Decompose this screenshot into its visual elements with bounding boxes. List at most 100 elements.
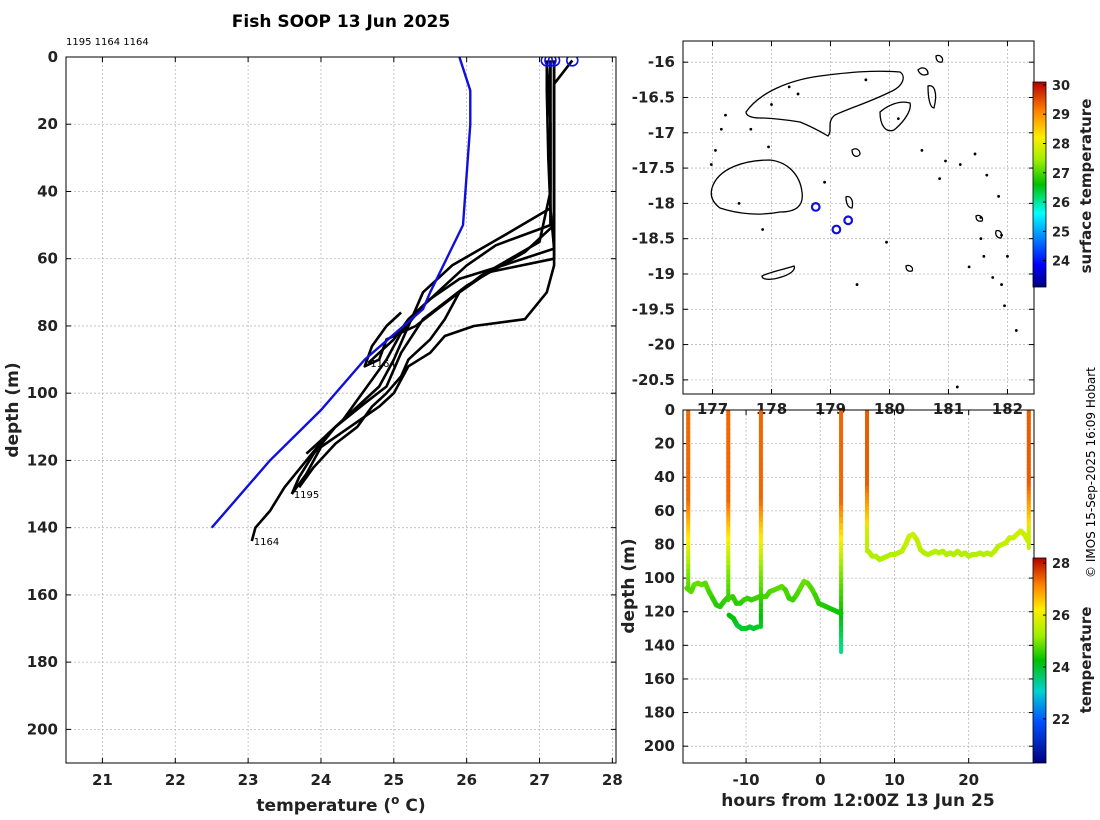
- islet-1: [851, 148, 861, 157]
- reef-dot: [714, 149, 717, 152]
- profile-x-tick-label: 27: [529, 771, 550, 789]
- reef-dot: [767, 145, 770, 149]
- reef-dot: [1000, 283, 1003, 286]
- reef-dot: [896, 117, 900, 121]
- colorbar-tick-label: 26: [1052, 609, 1070, 624]
- profile-line: [250, 60, 552, 542]
- reference-profile-line: [210, 57, 472, 529]
- profile-y-tick-label: 20: [37, 115, 58, 133]
- reef-dot: [997, 194, 1001, 198]
- profile-x-tick-label: 26: [456, 771, 477, 789]
- profile-x-axis-label: temperature (o C): [256, 793, 425, 816]
- surface-temperature-colorbar-ticks: 24 25 26 27 28 29 30: [1043, 79, 1070, 270]
- map-y-tick-label: -18: [648, 194, 675, 212]
- section-axes-frame: [682, 409, 1035, 764]
- profile-axes-frame: [65, 56, 617, 764]
- reef-dot: [737, 201, 741, 205]
- map-x-tick-label: 177: [697, 400, 728, 418]
- islet-8: [995, 229, 1003, 239]
- profile-y-tick-label: 200: [27, 720, 58, 738]
- reef-dot: [885, 240, 888, 244]
- section-x-tick-label: -10: [733, 771, 760, 789]
- surface-marker: [565, 57, 579, 67]
- profile-y-tick-label: 120: [27, 451, 58, 469]
- section-y-tick-label: 0: [665, 401, 675, 419]
- section-y-tick-label: 180: [644, 704, 675, 722]
- reef-dot: [982, 254, 986, 258]
- reef-dot: [719, 127, 723, 131]
- cast-id-label: 1195: [294, 490, 319, 501]
- map-grid: [683, 41, 1034, 394]
- reef-dot: [1000, 233, 1003, 237]
- profile-y-tick-label: 100: [27, 384, 58, 402]
- profile-y-tick-label: 140: [27, 519, 58, 537]
- section-y-tick-label: 20: [654, 435, 675, 453]
- trace-segment: [750, 624, 761, 632]
- credit-text: © IMOS 15-Sep-2025 16:09 Hobart: [1084, 367, 1098, 578]
- trace-segment: [753, 594, 762, 601]
- cast-id-label: 1164: [254, 537, 279, 548]
- map-x-tick-label: 180: [874, 400, 905, 418]
- reef-dot: [1014, 329, 1018, 332]
- reef-dot: [864, 78, 868, 82]
- reef-dot: [1006, 254, 1009, 258]
- map-y-tick-label: -20.5: [632, 371, 675, 389]
- islet-2: [845, 195, 854, 209]
- map-y-tick-label: -17.5: [632, 159, 675, 177]
- reef-dot: [985, 173, 989, 177]
- trace-segment: [721, 595, 730, 605]
- map-y-tick-label: -17: [648, 124, 675, 142]
- section-y-tick-label: 200: [644, 737, 675, 755]
- colorbar-tick-label: 26: [1052, 196, 1070, 211]
- reef-dot: [1003, 304, 1006, 308]
- reef-dot: [920, 149, 924, 152]
- reef-dot: [955, 385, 959, 389]
- reef-dot: [709, 163, 713, 166]
- reef-dot: [979, 237, 983, 241]
- section-x-tick-label: 20: [958, 771, 979, 789]
- reef-dot: [979, 216, 983, 219]
- profile-y-tick-label: 180: [27, 653, 58, 671]
- map-y-tick-label: -18.5: [632, 230, 675, 248]
- reef-dot: [761, 228, 765, 231]
- section-y-tick-label: 100: [644, 569, 675, 587]
- profile-line: [367, 60, 556, 364]
- figure-title: Fish SOOP 13 Jun 2025: [232, 12, 450, 32]
- reef-dot: [770, 103, 773, 106]
- profile-top-ids: 1195 1164 1164: [66, 37, 149, 48]
- section-y-tick-label: 80: [654, 535, 675, 553]
- section-y-tick-label: 140: [644, 636, 675, 654]
- station-marker: [831, 224, 842, 235]
- profile-y-tick-label: 0: [48, 48, 58, 66]
- viti-levu-coast: [710, 159, 803, 215]
- colorbar-tick-label: 28: [1052, 138, 1070, 153]
- trace-segment: [834, 609, 844, 616]
- profile-cast-labels: 1164 1195 1164: [254, 359, 396, 548]
- map-y-tick-label: -16: [648, 53, 675, 71]
- reef-dot: [958, 163, 962, 166]
- station-marker: [843, 215, 854, 226]
- profile-y-tick-label: 160: [27, 586, 58, 604]
- colorbar-tick-label: 24: [1052, 661, 1070, 676]
- colorbar-tick-label: 27: [1052, 167, 1070, 182]
- temperature-colorbar-ticks: 22 24 26 28: [1043, 557, 1070, 728]
- reef-dot: [967, 265, 971, 269]
- surface-marker: [544, 57, 557, 67]
- reef-dot: [823, 180, 826, 184]
- map-y-tick-label: -16.5: [632, 88, 675, 106]
- reef-dot: [855, 283, 859, 286]
- map-y-tick-label: -20: [648, 336, 675, 354]
- temperature-colorbar: [1032, 557, 1047, 764]
- islet-3: [917, 67, 929, 76]
- surface-marker: [547, 57, 561, 67]
- islet-7: [975, 214, 984, 222]
- map-y-tick-label: -19.5: [632, 300, 675, 318]
- profile-y-tick-label: 80: [37, 317, 58, 335]
- coastline: [710, 54, 1003, 280]
- profile-line: [290, 60, 556, 495]
- surface-temperature-colorbar: [1032, 81, 1047, 288]
- trace-segment: [1021, 531, 1031, 544]
